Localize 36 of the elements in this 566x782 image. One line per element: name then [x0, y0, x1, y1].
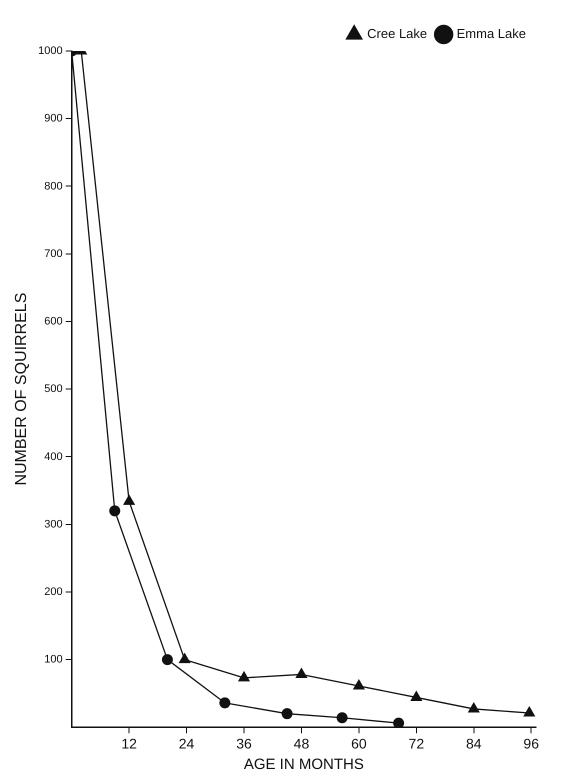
x-tick-label: 72: [408, 735, 424, 752]
y-tick-label: 700: [44, 248, 63, 260]
y-tick-label: 900: [44, 112, 63, 125]
point: [109, 505, 120, 516]
point: [162, 654, 173, 666]
point: [336, 712, 348, 724]
point: [353, 679, 365, 690]
x-tick-label: 12: [121, 735, 138, 752]
point: [282, 708, 293, 720]
x-tick-label: 60: [351, 735, 367, 752]
x-tick-label: 36: [236, 735, 252, 752]
y-tick-label: 1000: [38, 45, 63, 58]
y-tick-label: 500: [44, 383, 63, 396]
point: [410, 690, 422, 701]
point: [296, 668, 308, 678]
legend-label: Emma Lake: [456, 26, 526, 42]
x-axis-title: AGE IN MONTHS: [244, 756, 364, 774]
y-axis-title: NUMBER OF SQUIRRELS: [13, 292, 30, 486]
point: [524, 706, 535, 716]
y-tick-label: 800: [44, 180, 63, 192]
x-tick-label: 24: [178, 735, 195, 752]
y-tick-label: 100: [44, 654, 63, 666]
y-tick-label: 400: [44, 450, 63, 463]
point: [178, 653, 190, 664]
x-tick-label: 48: [294, 735, 310, 752]
y-tick-label: 600: [44, 316, 63, 328]
point: [219, 697, 230, 708]
y-tick-label: 300: [44, 518, 63, 530]
y-tick-label: 200: [44, 586, 63, 598]
legend-label: Cree Lake: [367, 26, 428, 42]
point: [393, 718, 404, 728]
point: [468, 702, 480, 712]
x-tick-label: 96: [523, 735, 540, 752]
point: [123, 494, 135, 505]
point: [238, 671, 250, 682]
x-tick-label: 84: [466, 735, 482, 752]
